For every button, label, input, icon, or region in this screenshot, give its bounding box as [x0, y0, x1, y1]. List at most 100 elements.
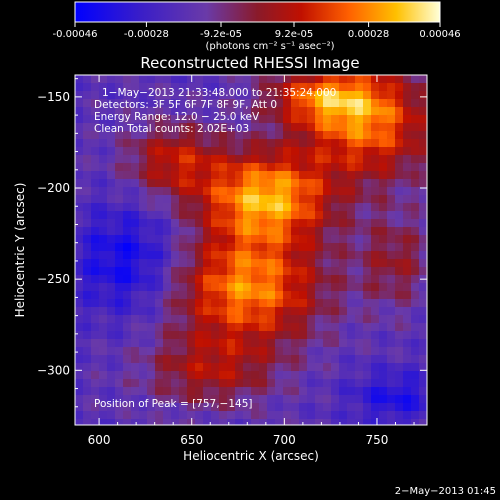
- heatmap-cell: [267, 75, 275, 83]
- heatmap-cell: [107, 211, 115, 219]
- heatmap-cell: [155, 235, 163, 243]
- heatmap-cell: [219, 275, 227, 283]
- heatmap-cell: [387, 211, 395, 219]
- heatmap-cell: [83, 163, 91, 171]
- heatmap-cell: [283, 419, 291, 425]
- heatmap-cell: [211, 83, 219, 91]
- heatmap-cell: [347, 187, 355, 195]
- heatmap-cell: [251, 363, 259, 371]
- heatmap-cell: [339, 211, 347, 219]
- heatmap-cell: [411, 83, 419, 91]
- heatmap-cell: [355, 411, 363, 419]
- heatmap-cell: [139, 179, 147, 187]
- heatmap-cell: [155, 219, 163, 227]
- heatmap-cell: [267, 403, 275, 411]
- heatmap-cell: [131, 275, 139, 283]
- heatmap-cell: [403, 283, 411, 291]
- heatmap-cell: [387, 347, 395, 355]
- heatmap-cell: [395, 131, 403, 139]
- heatmap-cell: [299, 403, 307, 411]
- heatmap-cell: [387, 123, 395, 131]
- heatmap-cell: [139, 259, 147, 267]
- heatmap-cell: [347, 267, 355, 275]
- heatmap-cell: [147, 115, 155, 123]
- heatmap-cell: [235, 371, 243, 379]
- heatmap-cell: [299, 195, 307, 203]
- heatmap-cell: [419, 131, 427, 139]
- heatmap-cell: [211, 355, 219, 363]
- heatmap-cell: [131, 315, 139, 323]
- heatmap-cell: [339, 299, 347, 307]
- heatmap-cell: [243, 179, 251, 187]
- heatmap-cell: [91, 259, 99, 267]
- heatmap-cell: [355, 403, 363, 411]
- heatmap-cell: [75, 267, 83, 275]
- heatmap-cell: [395, 211, 403, 219]
- heatmap-cell: [331, 131, 339, 139]
- heatmap-cell: [363, 355, 371, 363]
- heatmap-cell: [99, 267, 107, 275]
- heatmap-cell: [419, 355, 427, 363]
- heatmap-cell: [251, 403, 259, 411]
- heatmap-cell: [347, 419, 355, 425]
- heatmap-cell: [315, 363, 323, 371]
- heatmap-cell: [147, 331, 155, 339]
- heatmap-cell: [179, 187, 187, 195]
- heatmap-cell: [243, 347, 251, 355]
- heatmap-cell: [195, 83, 203, 91]
- heatmap-cell: [371, 171, 379, 179]
- heatmap-cell: [363, 315, 371, 323]
- heatmap-cell: [179, 315, 187, 323]
- heatmap-cell: [267, 227, 275, 235]
- heatmap-cell: [339, 395, 347, 403]
- heatmap-cell: [395, 283, 403, 291]
- heatmap-cell: [139, 83, 147, 91]
- heatmap-cell: [395, 179, 403, 187]
- heatmap-cell: [291, 179, 299, 187]
- heatmap-cell: [251, 251, 259, 259]
- heatmap-cell: [107, 371, 115, 379]
- heatmap-cell: [403, 91, 411, 99]
- heatmap-cell: [131, 227, 139, 235]
- heatmap-cell: [83, 83, 91, 91]
- heatmap-cell: [275, 291, 283, 299]
- heatmap-cell: [267, 203, 275, 211]
- heatmap-cell: [283, 259, 291, 267]
- heatmap-cell: [179, 307, 187, 315]
- heatmap-cell: [267, 195, 275, 203]
- heatmap-cell: [179, 243, 187, 251]
- heatmap-cell: [75, 91, 83, 99]
- heatmap-cell: [395, 403, 403, 411]
- heatmap-cell: [307, 91, 315, 99]
- heatmap-cell: [379, 195, 387, 203]
- heatmap-cell: [395, 371, 403, 379]
- heatmap-cell: [187, 283, 195, 291]
- heatmap-cell: [139, 115, 147, 123]
- heatmap-cell: [147, 91, 155, 99]
- heatmap-cell: [323, 323, 331, 331]
- heatmap-cell: [203, 139, 211, 147]
- heatmap-cell: [291, 275, 299, 283]
- heatmap-cell: [355, 75, 363, 83]
- heatmap-cell: [331, 91, 339, 99]
- heatmap-cell: [107, 219, 115, 227]
- heatmap-cell: [227, 123, 235, 131]
- heatmap-cell: [259, 171, 267, 179]
- heatmap-cell: [147, 411, 155, 419]
- heatmap-cell: [235, 419, 243, 425]
- heatmap-cell: [387, 227, 395, 235]
- heatmap-cell: [291, 75, 299, 83]
- heatmap-cell: [259, 291, 267, 299]
- heatmap-cell: [299, 395, 307, 403]
- heatmap-cell: [131, 211, 139, 219]
- heatmap-cell: [419, 283, 427, 291]
- heatmap-cell: [227, 339, 235, 347]
- heatmap-cell: [315, 75, 323, 83]
- heatmap-cell: [291, 187, 299, 195]
- heatmap-cell: [259, 379, 267, 387]
- heatmap-cell: [411, 267, 419, 275]
- heatmap-cell: [323, 155, 331, 163]
- heatmap-cell: [147, 371, 155, 379]
- heatmap-cell: [379, 243, 387, 251]
- heatmap-cell: [371, 235, 379, 243]
